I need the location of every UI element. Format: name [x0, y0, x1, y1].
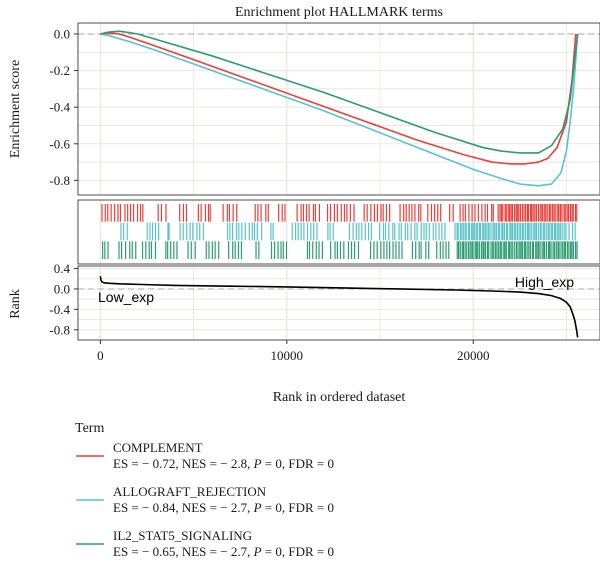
- rank-curve: [99, 276, 579, 338]
- legend-nes-complement: NES = − 2.8,: [182, 456, 250, 471]
- es-y-tick-label: -0.2: [49, 63, 70, 78]
- legend-fdr-allograft: FDR = 0: [288, 500, 334, 515]
- legend-p-label-allograft: P: [253, 500, 262, 515]
- es-line-allograft: [100, 33, 579, 187]
- es-line-il2-stat5: [100, 30, 579, 154]
- legend-es-complement: ES = − 0.72,: [113, 456, 179, 471]
- x-tick-label: 20000: [457, 348, 490, 363]
- es-panel-background: [78, 23, 600, 195]
- rank-y-tick-label: 0.4: [54, 261, 71, 276]
- es-y-tick-label: -0.6: [49, 136, 70, 151]
- rank-y-tick-label: -0.4: [49, 302, 70, 317]
- es-line-complement: [100, 32, 577, 165]
- rank-metric-panel: Low_exp High_exp 0.4 0.0 -0.4 -0.8: [49, 261, 600, 341]
- rank-panel-border: [77, 265, 600, 341]
- legend-p-value-complement: = 0,: [262, 456, 286, 471]
- legend-p-value-allograft: = 0,: [262, 500, 286, 515]
- rank-y-ticks: 0.4 0.0 -0.4 -0.8: [49, 261, 78, 337]
- legend-stats-allograft: ES = − 0.84, NES = − 2.7, P = 0, FDR = 0: [113, 500, 334, 515]
- legend-p-value-il2-stat5: = 0,: [262, 544, 286, 559]
- es-panel-border: [77, 22, 600, 196]
- gene-hit-barcode-panel: [77, 199, 600, 265]
- chart-title: Enrichment plot HALLMARK terms: [235, 5, 443, 20]
- legend-es-il2-stat5: ES = − 0.65,: [113, 544, 179, 559]
- high-exp-annotation: High_exp: [515, 274, 574, 290]
- rank-y-tick-label: -0.8: [49, 322, 70, 337]
- es-y-tick-label: -0.8: [49, 173, 70, 188]
- es-y-axis-label: Enrichment score: [8, 60, 23, 158]
- legend-stats-complement: ES = − 0.72, NES = − 2.8, P = 0, FDR = 0: [113, 456, 334, 471]
- es-y-tick-label: 0.0: [54, 26, 70, 41]
- legend-nes-allograft: NES = − 2.7,: [182, 500, 250, 515]
- x-tick-label: 10000: [271, 348, 304, 363]
- legend-es-allograft: ES = − 0.84,: [113, 500, 179, 515]
- legend-p-label-complement: P: [253, 456, 262, 471]
- legend-entry-il2-stat5: IL2_STAT5_SIGNALING: [113, 528, 252, 543]
- hits-panel-border: [77, 199, 600, 265]
- legend-stats-il2-stat5: ES = − 0.65, NES = − 2.7, P = 0, FDR = 0: [113, 544, 334, 559]
- es-gridlines: [78, 23, 600, 195]
- x-tick-label: 0: [97, 348, 104, 363]
- rank-y-tick-label: 0.0: [54, 281, 70, 296]
- low-exp-annotation: Low_exp: [98, 289, 154, 305]
- x-axis-label: Rank in ordered dataset: [273, 390, 406, 405]
- rank-y-axis-label: Rank: [8, 289, 23, 319]
- legend-p-label-il2-stat5: P: [253, 544, 262, 559]
- enrichment-score-panel: 0.0 -0.2 -0.4 -0.6 -0.8: [49, 22, 600, 196]
- legend-entry-complement: COMPLEMENT: [113, 440, 203, 455]
- legend-entry-allograft: ALLOGRAFT_REJECTION: [113, 484, 267, 499]
- x-axis-ticks: 0 10000 20000: [97, 340, 489, 363]
- legend-fdr-complement: FDR = 0: [288, 456, 334, 471]
- legend-title: Term: [75, 421, 104, 436]
- hits-barcodes: [101, 204, 578, 259]
- es-series-lines: [100, 30, 579, 187]
- legend: Term COMPLEMENT ES = − 0.72, NES = − 2.8…: [75, 421, 334, 559]
- es-y-tick-label: -0.4: [49, 100, 70, 115]
- es-y-ticks: 0.0 -0.2 -0.4 -0.6 -0.8: [49, 26, 78, 188]
- legend-fdr-il2-stat5: FDR = 0: [288, 544, 334, 559]
- legend-nes-il2-stat5: NES = − 2.7,: [182, 544, 250, 559]
